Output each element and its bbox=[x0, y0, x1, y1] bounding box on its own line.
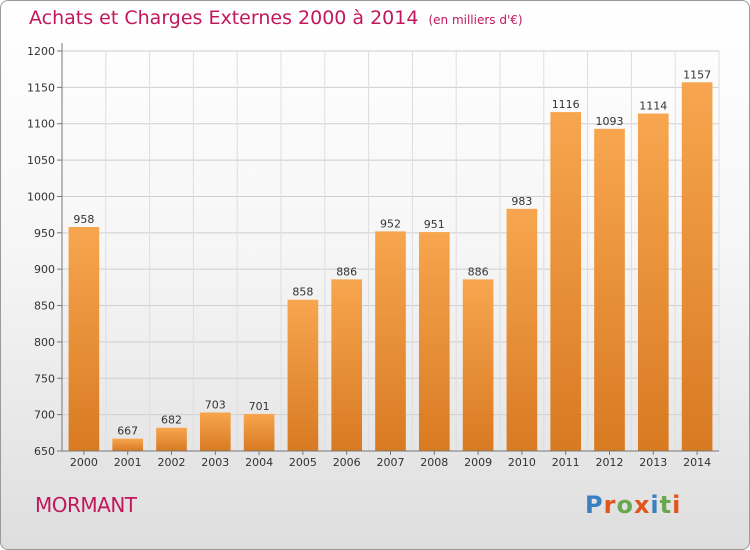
y-tick-label: 950 bbox=[34, 227, 55, 240]
bar-value-label: 1093 bbox=[596, 115, 624, 128]
x-tick-label: 2010 bbox=[508, 456, 536, 469]
bar-value-label: 703 bbox=[205, 398, 226, 411]
bar bbox=[287, 299, 319, 451]
x-tick-label: 2008 bbox=[420, 456, 448, 469]
x-tick-label: 2011 bbox=[552, 456, 580, 469]
y-tick-label: 1150 bbox=[27, 81, 55, 94]
x-tick-label: 2003 bbox=[201, 456, 229, 469]
chart-title: Achats et Charges Externes 2000 à 2014 (e… bbox=[29, 7, 523, 29]
y-tick-label: 850 bbox=[34, 300, 55, 313]
bar bbox=[112, 438, 144, 451]
y-tick-label: 1050 bbox=[27, 154, 55, 167]
y-tick-label: 700 bbox=[34, 409, 55, 422]
logo-letter: t bbox=[659, 491, 673, 519]
proxiti-logo: Proxiti bbox=[585, 491, 681, 519]
x-tick-label: 2001 bbox=[114, 456, 142, 469]
bar-value-label: 1114 bbox=[639, 100, 667, 113]
bar-value-label: 667 bbox=[117, 425, 138, 438]
y-tick-label: 1200 bbox=[27, 45, 55, 58]
x-tick-label: 2013 bbox=[639, 456, 667, 469]
logo-letter: i bbox=[650, 491, 660, 519]
bar-value-label: 701 bbox=[249, 400, 270, 413]
y-tick-label: 800 bbox=[34, 336, 55, 349]
commune-name: MORMANT bbox=[35, 493, 137, 517]
x-tick-label: 2007 bbox=[377, 456, 405, 469]
logo-letter: o bbox=[616, 491, 634, 519]
bar bbox=[506, 208, 538, 451]
x-tick-label: 2012 bbox=[596, 456, 624, 469]
bar-value-label: 952 bbox=[380, 217, 401, 230]
logo-letter: x bbox=[633, 491, 651, 519]
bar-value-label: 958 bbox=[73, 213, 94, 226]
bar bbox=[637, 113, 669, 451]
bar-value-label: 983 bbox=[511, 195, 532, 208]
bar bbox=[68, 227, 100, 451]
bar bbox=[681, 82, 713, 451]
logo-letter: i bbox=[672, 491, 682, 519]
bar bbox=[375, 231, 406, 451]
logo-letter: P bbox=[585, 491, 604, 519]
y-tick-label: 750 bbox=[34, 372, 55, 385]
x-tick-label: 2002 bbox=[158, 456, 186, 469]
bar bbox=[156, 427, 187, 451]
bar bbox=[418, 232, 450, 451]
chart-title-unit: (en milliers d'€) bbox=[428, 13, 523, 27]
y-tick-label: 900 bbox=[34, 263, 55, 276]
bar bbox=[243, 413, 275, 451]
bar-value-label: 1116 bbox=[552, 98, 580, 111]
bar bbox=[550, 112, 582, 451]
bar-value-label: 682 bbox=[161, 414, 182, 427]
x-tick-label: 2000 bbox=[70, 456, 98, 469]
bar bbox=[199, 412, 231, 451]
y-tick-label: 650 bbox=[34, 445, 55, 458]
bar-value-label: 1157 bbox=[683, 68, 711, 81]
bar-value-label: 951 bbox=[424, 218, 445, 231]
x-tick-label: 2009 bbox=[464, 456, 492, 469]
bar bbox=[594, 128, 625, 451]
x-tick-label: 2014 bbox=[683, 456, 711, 469]
bar-value-label: 886 bbox=[468, 265, 489, 278]
bar bbox=[462, 279, 494, 451]
bar bbox=[331, 279, 363, 451]
x-tick-label: 2005 bbox=[289, 456, 317, 469]
logo-letter: r bbox=[603, 491, 617, 519]
y-tick-label: 1100 bbox=[27, 118, 55, 131]
y-tick-label: 1000 bbox=[27, 190, 55, 203]
x-tick-label: 2006 bbox=[333, 456, 361, 469]
x-tick-label: 2004 bbox=[245, 456, 273, 469]
chart-title-main: Achats et Charges Externes 2000 à 2014 bbox=[29, 7, 419, 29]
bar-value-label: 858 bbox=[292, 286, 313, 299]
bar-value-label: 886 bbox=[336, 265, 357, 278]
